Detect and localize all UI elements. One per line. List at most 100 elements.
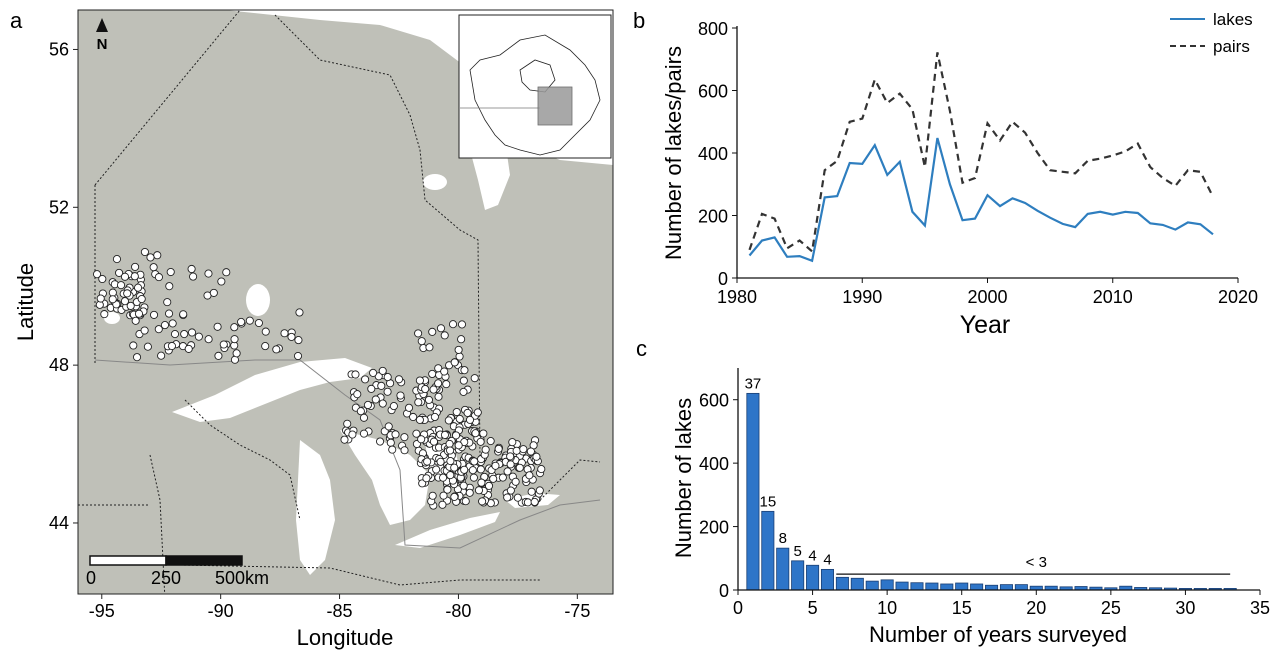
lake-point [204, 269, 213, 278]
lake-point [422, 474, 431, 483]
lake-point [213, 322, 222, 331]
map-xtick-label: -85 [327, 601, 353, 621]
map-xtick-label: -80 [445, 601, 471, 621]
inset-map [458, 14, 612, 159]
lake-point [423, 457, 432, 466]
lake-point [428, 369, 437, 379]
bar-1 [746, 392, 760, 591]
lake-point [474, 486, 484, 495]
lake-point [476, 437, 485, 446]
lake-point [491, 461, 500, 470]
lake-point [459, 376, 468, 385]
lake-point [434, 379, 443, 388]
lake-point [153, 251, 162, 260]
lake-point [436, 324, 446, 333]
lake-point [463, 408, 472, 417]
line-xtick-label: 2020 [1218, 287, 1258, 307]
bar-18 [999, 584, 1013, 591]
lake-point [222, 268, 231, 277]
lake-point [512, 446, 521, 455]
lake-point [108, 288, 117, 297]
scale-bar: 0 250 500km [86, 555, 269, 588]
legend-label-pairs: pairs [1213, 37, 1250, 56]
lake-point [154, 325, 163, 334]
lake-point [378, 366, 387, 375]
lake-point [204, 335, 213, 344]
lake-point [295, 308, 304, 317]
panel-a-letter: a [10, 8, 23, 33]
lake-point [446, 471, 455, 480]
lake-huron [340, 430, 430, 525]
bar-xtick-label: 15 [952, 598, 972, 618]
lake-point [414, 329, 423, 338]
lake-point [230, 335, 239, 344]
lake-point [96, 294, 105, 303]
lake-point [530, 497, 539, 506]
lake-point [389, 402, 398, 411]
bar-xtick-label: 25 [1101, 598, 1121, 618]
lake-point [137, 294, 146, 304]
lake-point [189, 272, 198, 281]
line-ytick-label: 0 [718, 269, 728, 289]
bar-ytick-label: 0 [719, 581, 729, 601]
lake-point [414, 398, 423, 407]
lake-point [294, 336, 303, 345]
lake-point [400, 433, 409, 442]
lake-point [452, 407, 461, 417]
map-axes: -95 -90 -85 -80 -75 44 48 52 56 [49, 39, 590, 621]
lake-point [428, 327, 437, 336]
lake-point [120, 272, 130, 281]
map-ytick-label: 48 [49, 355, 69, 375]
lake-point [261, 342, 270, 351]
lake-point [184, 344, 193, 353]
lake-point [400, 446, 409, 455]
bar-annotation: 4 [808, 547, 816, 564]
map-xtick-label: -75 [564, 601, 590, 621]
lake-point [537, 465, 546, 474]
lake-point [112, 255, 121, 264]
panel-c-letter: c [636, 336, 647, 361]
lake-point [439, 491, 448, 500]
bar-9 [865, 580, 879, 591]
lake-point [446, 457, 455, 466]
line-xlabel: Year [960, 311, 1011, 339]
lake-point [494, 444, 503, 453]
lake-point [179, 310, 188, 319]
lake-point [280, 329, 289, 338]
lake-point [134, 309, 144, 318]
lake-point [396, 391, 405, 400]
lake-point [460, 366, 469, 375]
lake-point [351, 370, 360, 379]
bar-14 [940, 583, 954, 591]
lake-point [378, 399, 387, 408]
lake-point [377, 381, 386, 390]
lake-point [460, 465, 469, 474]
lake-point [92, 270, 102, 279]
lake-point [219, 340, 228, 349]
boundary-line [149, 454, 166, 594]
lake-point [123, 289, 132, 298]
lake-point [409, 412, 418, 422]
panel-b-letter: b [633, 8, 645, 33]
bar-ylabel: Number of lakes [671, 398, 696, 558]
boundary-line [274, 14, 481, 461]
lake-point [526, 447, 535, 456]
lake-point [154, 273, 163, 282]
lake-point [454, 441, 463, 450]
lake-point [440, 367, 449, 376]
lake-point [461, 497, 470, 506]
lake-point [120, 297, 129, 306]
boundary-line [94, 10, 241, 186]
lake-point [417, 337, 426, 346]
lake-point [272, 345, 281, 354]
lake-point [209, 288, 218, 297]
lake-point [356, 407, 365, 416]
lake-point [160, 321, 169, 330]
lake-point [180, 329, 189, 339]
lake-point [415, 376, 424, 385]
lake-point [130, 272, 139, 281]
lake-point [140, 326, 149, 335]
bar-ytick-label: 600 [699, 391, 729, 411]
map-ytick-label: 52 [49, 197, 69, 217]
boundary-line [184, 399, 301, 521]
